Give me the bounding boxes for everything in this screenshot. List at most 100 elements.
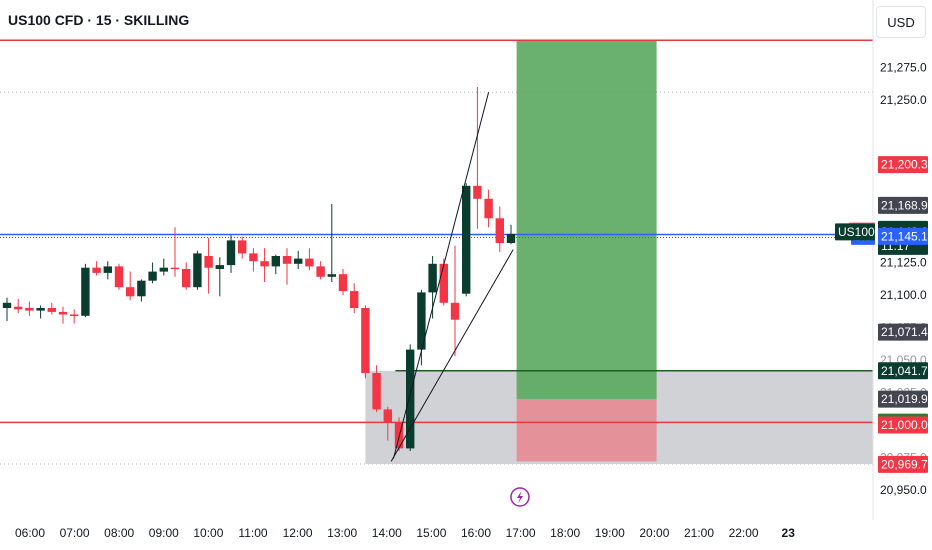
- candle: [316, 261, 325, 280]
- candle: [14, 298, 23, 314]
- candle-body: [294, 258, 303, 264]
- price-label: 21,200.3: [878, 156, 928, 174]
- candle: [159, 258, 168, 276]
- candle: [350, 283, 359, 314]
- candle: [204, 237, 213, 294]
- candle-body: [193, 253, 202, 288]
- price-axis[interactable]: 21,275.0 21,250.0 21,125.0 21,100.0 20,950.0…: [835, 0, 932, 550]
- price-label-text: 21,000.0: [881, 418, 928, 432]
- candle: [417, 289, 426, 366]
- price-label: 21,000.0: [878, 416, 928, 434]
- candle: [47, 302, 56, 315]
- candle: [137, 279, 146, 302]
- candle: [36, 305, 45, 319]
- time-axis[interactable]: 06:00 07:00 08:00 09:00 10:00 11:00 12:00 13:00…: [0, 520, 873, 550]
- candle: [450, 245, 460, 357]
- price-label-box: [878, 390, 928, 408]
- time-tick-label: 23: [782, 526, 796, 540]
- candle-body: [462, 185, 471, 294]
- trendline: [390, 249, 514, 462]
- symbol-tag: US100: [835, 223, 875, 241]
- time-tick-label: 20:00: [639, 526, 669, 540]
- candle: [238, 236, 247, 259]
- candle: [495, 206, 504, 253]
- candle: [506, 224, 516, 245]
- candle-body: [58, 311, 68, 315]
- candle-body: [338, 274, 348, 292]
- event-marker[interactable]: [510, 487, 530, 507]
- price-label: 21,168.9: [878, 196, 928, 214]
- candle-body: [92, 267, 101, 273]
- price-label-box: [878, 156, 928, 174]
- candle-body: [14, 306, 23, 310]
- candle: [484, 189, 493, 228]
- candle: [260, 248, 269, 282]
- candle-body: [137, 280, 146, 297]
- candle-body: [439, 263, 448, 303]
- price-label-box: [878, 196, 928, 214]
- candles: [2, 87, 516, 451]
- candle-body: [305, 258, 314, 267]
- price-label-text: 21,041.7: [881, 364, 928, 378]
- candle-body: [316, 266, 325, 277]
- candle-body: [159, 267, 168, 272]
- time-tick-label: 22:00: [729, 526, 759, 540]
- candle-body: [450, 302, 460, 320]
- symbol-tag-text: US100: [838, 225, 875, 239]
- candle: [327, 204, 336, 282]
- candle: [126, 271, 135, 301]
- price-label-box: [878, 323, 928, 341]
- price-label: 20,969.7: [878, 455, 928, 473]
- candle-body: [428, 263, 437, 293]
- candle: [170, 227, 180, 277]
- candle: [226, 235, 236, 273]
- candle: [406, 344, 415, 451]
- price-tick-label: 21,250.0: [880, 93, 927, 107]
- chart-title: US100 CFD · 15 · SKILLING: [8, 12, 190, 28]
- candle-body: [506, 233, 516, 243]
- time-tick-label: 15:00: [416, 526, 446, 540]
- candle-body: [350, 291, 359, 308]
- trendlines: [390, 92, 514, 462]
- candle-body: [327, 274, 336, 277]
- candle-body: [70, 314, 79, 316]
- candle-body: [36, 308, 45, 311]
- candle-body: [260, 261, 269, 267]
- candle: [473, 87, 482, 229]
- candle-body: [215, 265, 224, 269]
- price-label-text: 21,071.4: [881, 325, 928, 339]
- candle: [305, 248, 314, 271]
- candle-body: [372, 373, 381, 410]
- symbol-tag-box: [835, 223, 875, 241]
- candle: [372, 365, 381, 412]
- time-tick-label: 10:00: [193, 526, 223, 540]
- candle: [193, 250, 202, 290]
- candle: [338, 269, 348, 295]
- candle-body: [406, 349, 415, 449]
- time-tick-label: 09:00: [149, 526, 179, 540]
- candle: [2, 297, 12, 321]
- price-tick-label: 21,125.0: [880, 256, 927, 270]
- candle: [58, 306, 68, 324]
- candle-body: [282, 256, 292, 264]
- candle-body: [238, 240, 247, 254]
- candle: [271, 254, 280, 275]
- candle-body: [2, 302, 12, 308]
- time-tick-label: 16:00: [461, 526, 491, 540]
- time-tick-label: 21:00: [684, 526, 714, 540]
- lightning-bolt-icon: [516, 491, 523, 503]
- candle-body: [271, 256, 280, 267]
- candle-body: [249, 253, 258, 262]
- price-label: 21,145.1: [878, 227, 928, 245]
- candle: [249, 248, 258, 272]
- time-tick-label: 07:00: [60, 526, 90, 540]
- time-tick-label: 18:00: [550, 526, 580, 540]
- candle-body: [47, 308, 56, 312]
- currency-button[interactable]: USD: [876, 6, 926, 38]
- candle-body: [103, 266, 112, 273]
- candle: [70, 309, 79, 324]
- candle: [114, 263, 124, 290]
- levels: [0, 39, 873, 424]
- price-label-box: [878, 416, 928, 434]
